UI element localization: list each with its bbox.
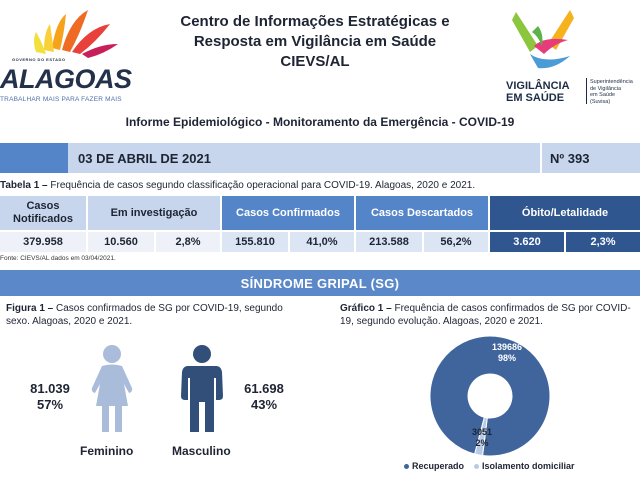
legend-swatch-recuperado	[404, 463, 409, 469]
value-investigacao: 10.560	[88, 232, 154, 252]
report-date: 03 DE ABRIL DE 2021	[78, 151, 211, 166]
vigilancia-line-2: EM SAÚDE	[506, 92, 565, 104]
label-isolamento-value: 3051	[472, 427, 492, 437]
suvisa-line-3: em Saúde	[590, 92, 616, 98]
label-isolamento-percent: 2%	[475, 438, 488, 448]
logo-government-text: GOVERNO DO ESTADO	[12, 57, 66, 62]
legend-swatch-isolamento	[474, 463, 480, 469]
title-line-2: Resposta em Vigilância em Saúde	[193, 33, 437, 50]
female-label: Feminino	[80, 444, 134, 458]
label-recuperado-value: 139686	[492, 342, 522, 352]
table-caption-label: Tabela 1 –	[0, 180, 48, 191]
header-obito-letalidade: Óbito/Letalidade	[490, 196, 640, 230]
alagoas-logo: GOVERNO DO ESTADO ALAGOAS TRABALHAR MAIS…	[0, 4, 132, 104]
female-head	[103, 345, 121, 363]
page-title: Centro de Informações Estratégicas e Res…	[150, 12, 480, 72]
suvisa-line-1: Superintendência	[590, 79, 633, 85]
value-obitos: 3.620	[490, 232, 564, 252]
header-casos-confirmados: Casos Confirmados	[222, 196, 354, 230]
male-body	[181, 366, 223, 432]
value-descartados-pct: 56,2%	[424, 232, 488, 252]
value-investigacao-pct: 2,8%	[156, 232, 220, 252]
figure1-caption-text: Casos confirmados de SG por COVID-19, se…	[6, 303, 283, 327]
male-count: 61.698	[244, 381, 284, 396]
female-stats: 81.039 57%	[22, 381, 78, 413]
legend-label-isolamento: Isolamento domiciliar	[482, 461, 575, 471]
logo-state-name: ALAGOAS	[0, 64, 132, 94]
suvisa-line-4: (Suvisa)	[590, 98, 611, 105]
suvisa-text: Superintendência de Vigilância em Saúde …	[590, 79, 633, 105]
logo-divider	[586, 78, 587, 104]
value-letalidade: 2,3%	[566, 232, 640, 252]
title-line-3: CIEVS/AL	[280, 53, 350, 70]
date-bar-number-cell	[540, 143, 640, 173]
report-number: Nº 393	[550, 151, 590, 166]
vigilancia-logo-mark	[512, 10, 574, 69]
table-caption-text: Frequência de casos segundo classificaçã…	[47, 180, 476, 191]
male-percent: 43%	[250, 397, 278, 412]
report-subtitle: Informe Epidemiológico - Monitoramento d…	[125, 115, 515, 129]
date-bar	[0, 143, 640, 173]
female-body	[91, 364, 133, 432]
male-stats: 61.698 43%	[236, 381, 292, 413]
alagoas-logo-mark	[34, 10, 118, 58]
donut-hole	[468, 374, 512, 418]
figure1-caption: Figura 1 – Casos confirmados de SG por C…	[6, 302, 306, 328]
male-label: Masculino	[172, 444, 231, 458]
title-line-1: Centro de Informações Estratégicas e	[180, 13, 450, 30]
figure1-caption-label: Figura 1 –	[6, 303, 54, 314]
graph1-caption-label: Gráfico 1 –	[340, 303, 392, 314]
male-person-icon	[181, 345, 223, 432]
value-confirmados-pct: 41,0%	[290, 232, 354, 252]
table-caption: Tabela 1 – Frequência de casos segundo c…	[0, 180, 475, 191]
male-head	[193, 345, 211, 363]
date-bar-date-cell	[70, 143, 538, 173]
chart-legend: Recuperado Isolamento domiciliar	[404, 461, 575, 471]
header-casos-notificados: Casos Notificados	[0, 196, 86, 230]
vigilancia-saude-logo: VIGILÂNCIA EM SAÚDE Superintendência de …	[506, 6, 640, 106]
value-notificados: 379.958	[0, 232, 86, 252]
graph1-caption: Gráfico 1 – Frequência de casos confirma…	[340, 302, 640, 328]
logo-slogan: TRABALHAR MAIS PARA FAZER MAIS	[0, 96, 122, 103]
value-confirmados: 155.810	[222, 232, 288, 252]
section-title-sg: SÍNDROME GRIPAL (SG)	[0, 270, 640, 296]
female-person-icon	[91, 345, 133, 432]
legend-label-recuperado: Recuperado	[412, 461, 465, 471]
date-bar-accent	[0, 143, 68, 173]
vigilancia-line-1: VIGILÂNCIA	[506, 80, 570, 92]
table-source: Fonte: CIEVS/AL dados em 03/04/2021.	[0, 255, 116, 262]
header-casos-descartados: Casos Descartados	[356, 196, 488, 230]
suvisa-line-2: de Vigilância	[590, 85, 622, 92]
vigilancia-logo-text: VIGILÂNCIA EM SAÚDE	[506, 80, 570, 104]
graph1-caption-text: Frequência de casos confirmados de SG po…	[340, 303, 631, 327]
female-percent: 57%	[36, 397, 64, 412]
label-recuperado-percent: 98%	[498, 353, 516, 363]
female-count: 81.039	[30, 381, 70, 396]
value-descartados: 213.588	[356, 232, 422, 252]
header-em-investigacao: Em investigação	[88, 196, 220, 230]
